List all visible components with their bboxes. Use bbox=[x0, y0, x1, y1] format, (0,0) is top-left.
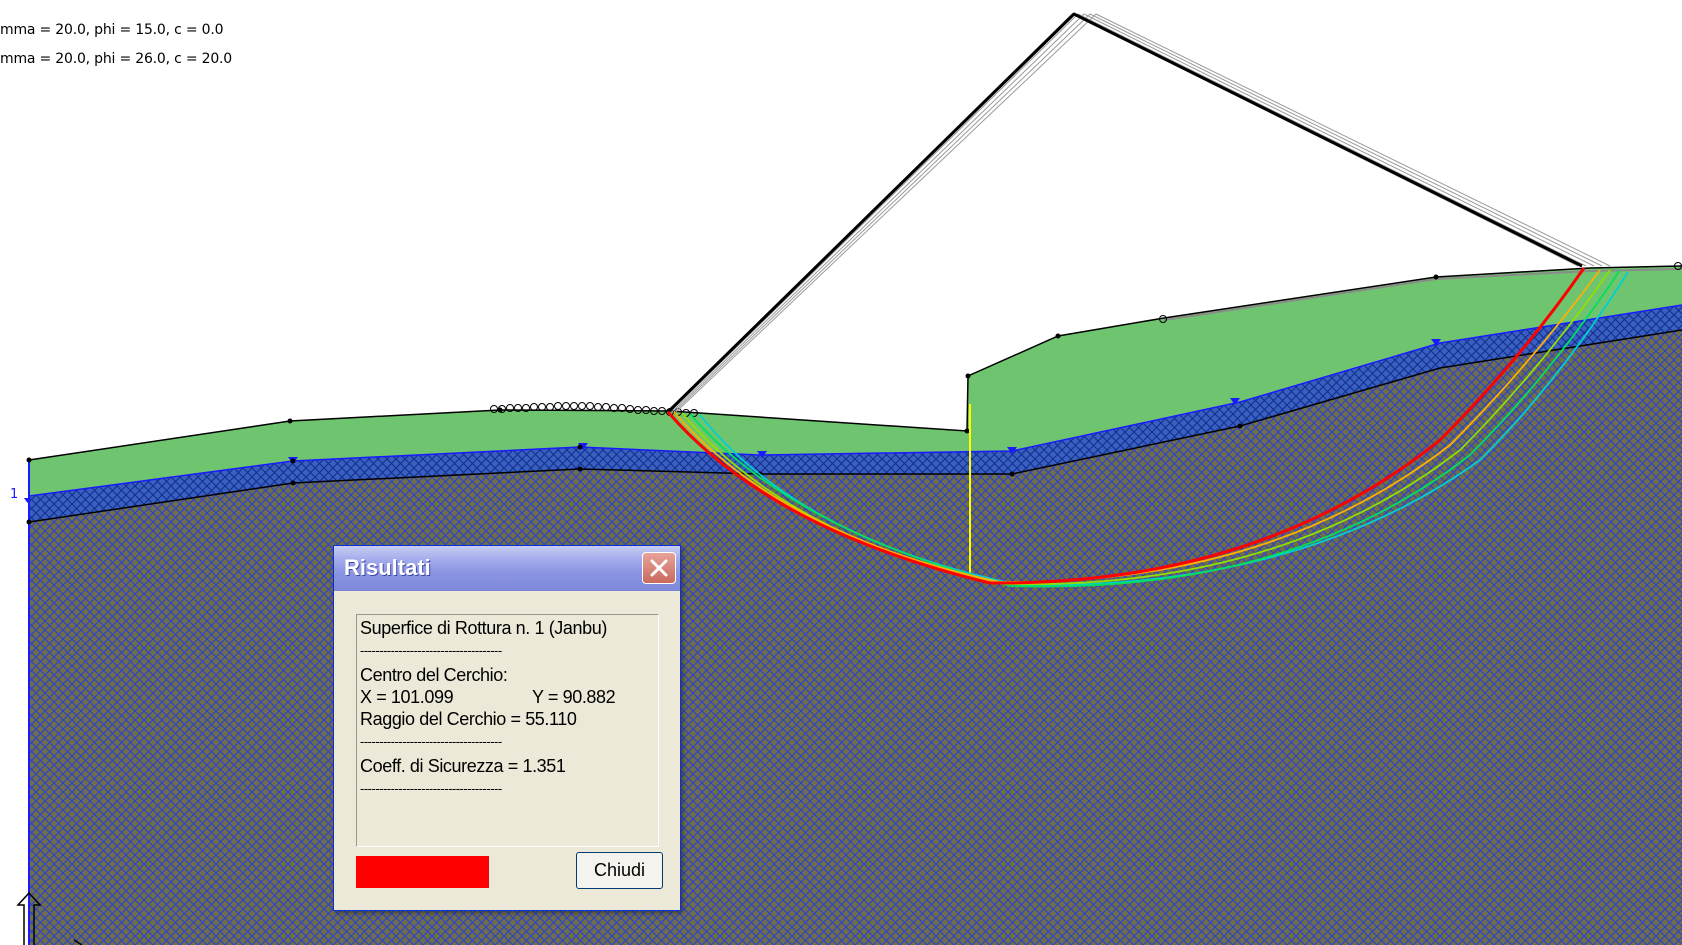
water-markers bbox=[24, 339, 1441, 503]
water-line bbox=[28, 304, 1682, 497]
close-button[interactable]: Chiudi bbox=[576, 852, 663, 889]
surface-color-swatch bbox=[356, 856, 489, 888]
separator: ------------------------------------- bbox=[360, 734, 502, 749]
upper-soil-layer bbox=[29, 266, 1682, 496]
center-x: X = 101.099 bbox=[360, 687, 454, 707]
dialog-titlebar[interactable]: Risultati bbox=[334, 546, 680, 591]
center-y: Y = 90.882 bbox=[532, 687, 616, 707]
surface-heading: Superfice di Rottura n. 1 (Janbu) bbox=[360, 618, 607, 638]
axis-arrow-icon bbox=[16, 891, 83, 945]
water-table-band bbox=[29, 305, 1682, 522]
center-label: Centro del Cerchio: bbox=[360, 665, 508, 685]
radius-value: Raggio del Cerchio = 55.110 bbox=[360, 709, 577, 729]
separator: ------------------------------------- bbox=[360, 781, 502, 796]
search-envelope bbox=[666, 12, 1611, 414]
close-icon[interactable] bbox=[642, 552, 676, 584]
separator: ------------------------------------- bbox=[360, 643, 502, 658]
results-text-box: Superfice di Rottura n. 1 (Janbu) ------… bbox=[356, 614, 659, 847]
ground-surface-shadow bbox=[1163, 268, 1682, 321]
water-table-label: 1 bbox=[10, 487, 19, 502]
trial-surfaces bbox=[673, 269, 1629, 588]
legend-material-2: mma = 20.0, phi = 26.0, c = 20.0 bbox=[0, 51, 233, 67]
dialog-title: Risultati bbox=[344, 555, 431, 580]
legend-material-1: mma = 20.0, phi = 15.0, c = 0.0 bbox=[0, 22, 224, 38]
layer-boundary bbox=[28, 329, 1682, 523]
critical-slip-surface bbox=[666, 267, 1586, 585]
results-dialog: Risultati Superfice di Rottura n. 1 (Jan… bbox=[333, 545, 681, 911]
safety-factor: Coeff. di Sicurezza = 1.351 bbox=[360, 756, 566, 776]
